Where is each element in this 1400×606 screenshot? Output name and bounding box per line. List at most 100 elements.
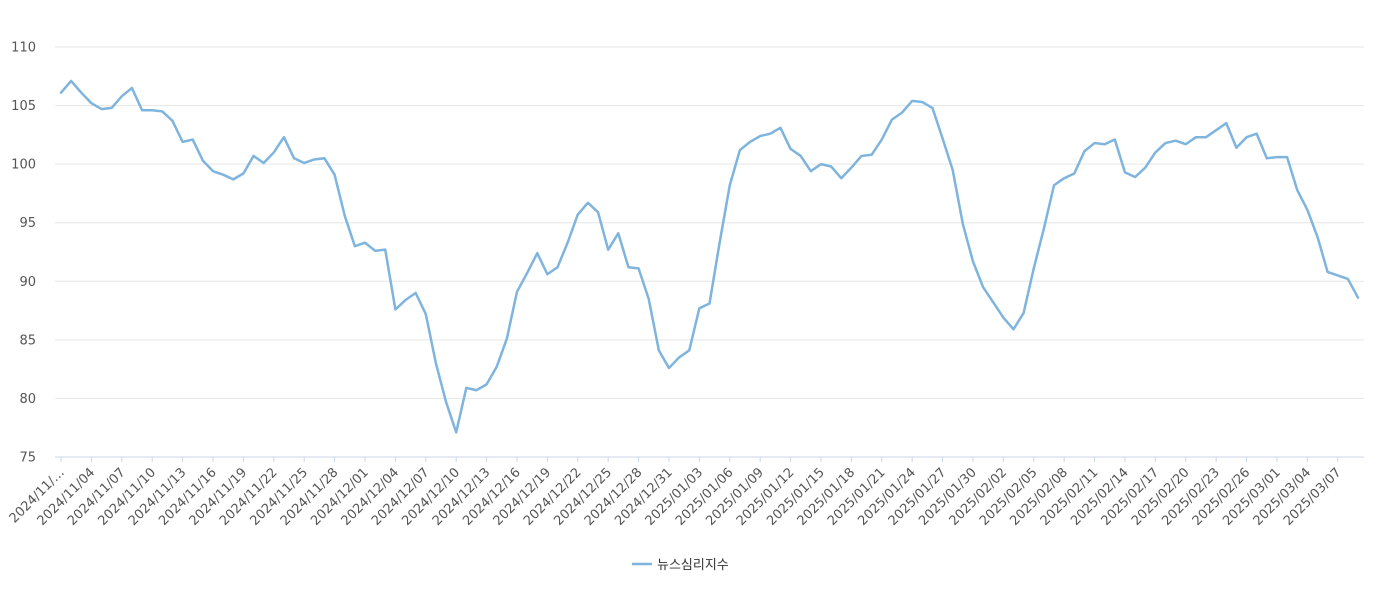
data-point[interactable] xyxy=(778,126,782,130)
data-point[interactable] xyxy=(576,213,580,217)
data-point[interactable] xyxy=(272,150,276,154)
data-point[interactable] xyxy=(505,337,509,341)
data-point[interactable] xyxy=(1093,141,1097,145)
data-point[interactable] xyxy=(708,302,712,306)
data-point[interactable] xyxy=(444,400,448,404)
data-point[interactable] xyxy=(1224,121,1228,125)
data-point[interactable] xyxy=(799,154,803,158)
data-point[interactable] xyxy=(181,140,185,144)
data-point[interactable] xyxy=(221,173,225,177)
data-point[interactable] xyxy=(1143,166,1147,170)
data-point[interactable] xyxy=(718,241,722,245)
data-point[interactable] xyxy=(414,291,418,295)
data-point[interactable] xyxy=(231,177,235,181)
data-point[interactable] xyxy=(647,297,651,301)
data-point[interactable] xyxy=(495,365,499,369)
data-point[interactable] xyxy=(1194,135,1198,139)
data-point[interactable] xyxy=(991,300,995,304)
data-point[interactable] xyxy=(1326,270,1330,274)
data-point[interactable] xyxy=(424,312,428,316)
data-point[interactable] xyxy=(809,169,813,173)
data-point[interactable] xyxy=(160,109,164,113)
data-point[interactable] xyxy=(110,106,114,110)
data-point[interactable] xyxy=(1356,296,1360,300)
data-point[interactable] xyxy=(951,168,955,172)
data-point[interactable] xyxy=(302,161,306,165)
data-point[interactable] xyxy=(545,272,549,276)
data-point[interactable] xyxy=(525,271,529,275)
data-point[interactable] xyxy=(312,157,316,161)
data-point[interactable] xyxy=(586,201,590,205)
data-point[interactable] xyxy=(241,172,245,176)
data-point[interactable] xyxy=(1153,150,1157,154)
data-point[interactable] xyxy=(1204,135,1208,139)
legend[interactable]: 뉴스심리지수 xyxy=(632,558,729,573)
data-point[interactable] xyxy=(556,265,560,269)
data-point[interactable] xyxy=(758,134,762,138)
data-point[interactable] xyxy=(566,241,570,245)
data-point[interactable] xyxy=(849,166,853,170)
data-point[interactable] xyxy=(292,156,296,160)
data-point[interactable] xyxy=(1265,156,1269,160)
data-point[interactable] xyxy=(1214,128,1218,132)
data-point[interactable] xyxy=(1305,208,1309,212)
data-point[interactable] xyxy=(1336,273,1340,277)
data-point[interactable] xyxy=(1346,277,1350,281)
data-point[interactable] xyxy=(393,307,397,311)
data-point[interactable] xyxy=(789,147,793,151)
data-point[interactable] xyxy=(1001,316,1005,320)
data-point[interactable] xyxy=(252,154,256,158)
data-point[interactable] xyxy=(191,138,195,142)
data-point[interactable] xyxy=(880,138,884,142)
data-point[interactable] xyxy=(130,86,134,90)
data-point[interactable] xyxy=(1022,311,1026,315)
series-line-news-sentiment-index[interactable] xyxy=(59,79,1360,434)
data-point[interactable] xyxy=(1123,170,1127,174)
data-point[interactable] xyxy=(383,248,387,252)
data-point[interactable] xyxy=(515,290,519,294)
data-point[interactable] xyxy=(454,430,458,434)
data-point[interactable] xyxy=(870,153,874,157)
data-point[interactable] xyxy=(1275,155,1279,159)
data-point[interactable] xyxy=(768,132,772,136)
data-point[interactable] xyxy=(343,214,347,218)
data-point[interactable] xyxy=(373,249,377,253)
data-point[interactable] xyxy=(1255,132,1259,136)
data-point[interactable] xyxy=(59,91,63,95)
data-point[interactable] xyxy=(1052,183,1056,187)
data-point[interactable] xyxy=(596,210,600,214)
data-point[interactable] xyxy=(333,173,337,177)
data-point[interactable] xyxy=(920,100,924,104)
data-point[interactable] xyxy=(930,106,934,110)
data-point[interactable] xyxy=(1103,142,1107,146)
data-point[interactable] xyxy=(1184,142,1188,146)
data-point[interactable] xyxy=(616,231,620,235)
data-point[interactable] xyxy=(728,183,732,187)
data-point[interactable] xyxy=(282,135,286,139)
data-point[interactable] xyxy=(1295,188,1299,192)
data-point[interactable] xyxy=(1315,235,1319,239)
data-point[interactable] xyxy=(100,107,104,111)
data-point[interactable] xyxy=(1011,327,1015,331)
data-point[interactable] xyxy=(941,136,945,140)
data-point[interactable] xyxy=(1285,155,1289,159)
data-point[interactable] xyxy=(211,169,215,173)
data-point[interactable] xyxy=(1174,139,1178,143)
data-point[interactable] xyxy=(626,265,630,269)
data-point[interactable] xyxy=(150,108,154,112)
data-point[interactable] xyxy=(667,366,671,370)
data-point[interactable] xyxy=(474,388,478,392)
data-point[interactable] xyxy=(363,241,367,245)
data-point[interactable] xyxy=(262,161,266,165)
data-point[interactable] xyxy=(637,266,641,270)
data-point[interactable] xyxy=(1163,141,1167,145)
data-point[interactable] xyxy=(657,348,661,352)
data-point[interactable] xyxy=(971,259,975,263)
data-point[interactable] xyxy=(738,148,742,152)
data-point[interactable] xyxy=(404,298,408,302)
data-point[interactable] xyxy=(677,355,681,359)
data-point[interactable] xyxy=(140,108,144,112)
data-point[interactable] xyxy=(1113,138,1117,142)
data-point[interactable] xyxy=(1072,172,1076,176)
data-point[interactable] xyxy=(1133,175,1137,179)
